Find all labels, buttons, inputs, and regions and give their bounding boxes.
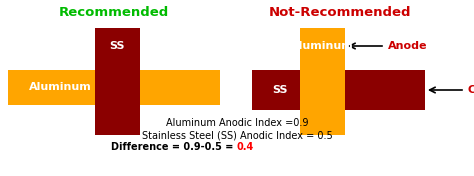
Text: Aluminum: Aluminum	[291, 41, 354, 51]
Bar	[252, 70, 425, 110]
Text: SS: SS	[272, 85, 288, 95]
Text: Stainless Steel (SS) Anodic Index = 0.5: Stainless Steel (SS) Anodic Index = 0.5	[142, 130, 332, 140]
Text: Not-Recommended: Not-Recommended	[269, 6, 411, 19]
Text: Aluminum: Aluminum	[28, 83, 91, 93]
Bar	[345, 70, 425, 110]
Text: Recommended: Recommended	[59, 6, 169, 19]
Text: Cathode: Cathode	[468, 85, 474, 95]
Text: 0.4: 0.4	[237, 142, 254, 152]
Bar	[140, 70, 220, 105]
Text: SS: SS	[110, 41, 125, 51]
Bar	[8, 70, 220, 105]
Bar	[95, 28, 140, 135]
Text: Aluminum Anodic Index =0.9: Aluminum Anodic Index =0.9	[166, 118, 308, 128]
Text: Difference = 0.9-0.5 =: Difference = 0.9-0.5 =	[111, 142, 237, 152]
Bar	[300, 28, 345, 135]
Text: Anode: Anode	[388, 41, 428, 51]
